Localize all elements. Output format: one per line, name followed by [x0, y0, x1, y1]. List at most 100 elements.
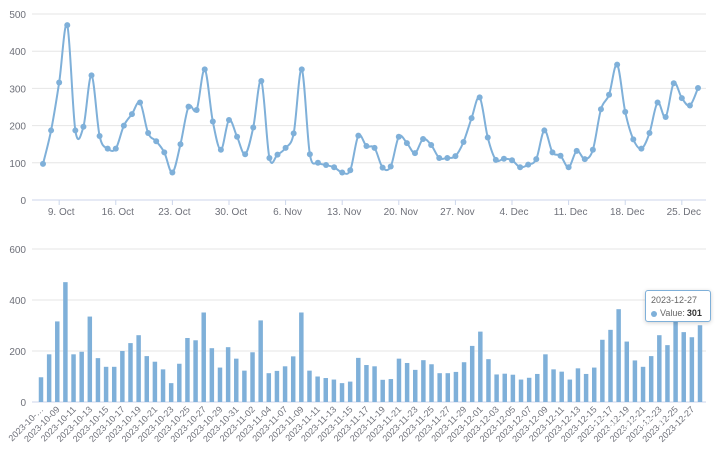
bar — [307, 370, 312, 402]
bar — [591, 367, 597, 402]
bar — [673, 321, 678, 402]
bar — [168, 383, 174, 402]
bar — [242, 370, 247, 402]
bar — [46, 354, 52, 402]
data-point — [460, 138, 467, 145]
data-point — [597, 106, 604, 113]
data-point — [266, 154, 273, 161]
bar — [331, 379, 337, 402]
bar — [71, 354, 76, 402]
tooltip-label: Value: — [660, 308, 685, 318]
x-tick-label: 30. Oct — [215, 207, 247, 218]
bar — [290, 356, 296, 402]
data-point — [646, 130, 653, 137]
data-point — [662, 114, 669, 121]
data-point — [234, 133, 241, 140]
bar — [421, 360, 426, 402]
data-point — [678, 95, 685, 102]
bar — [689, 337, 695, 402]
data-point — [573, 147, 580, 154]
bar — [299, 312, 304, 402]
y-tick-label: 300 — [9, 84, 26, 95]
data-point — [525, 161, 532, 168]
data-point — [420, 135, 427, 142]
bar — [209, 348, 215, 402]
bar — [63, 282, 68, 402]
bar — [665, 345, 670, 402]
bar — [160, 369, 166, 402]
data-point — [436, 154, 443, 161]
bar — [364, 365, 369, 402]
data-point — [282, 144, 289, 151]
data-point — [72, 127, 79, 134]
data-point — [177, 141, 184, 148]
data-point — [290, 130, 297, 137]
data-point — [56, 79, 63, 86]
data-point — [201, 66, 208, 73]
data-point — [64, 22, 71, 29]
x-tick-label: 25. Dec — [667, 207, 701, 218]
bar — [372, 366, 377, 402]
bar — [632, 360, 638, 402]
data-point — [193, 106, 200, 113]
data-point — [153, 138, 160, 145]
bar — [388, 379, 394, 402]
bar — [575, 368, 581, 402]
bar — [624, 341, 630, 402]
data-point — [209, 118, 216, 125]
x-tick-label: 23. Oct — [158, 207, 190, 218]
bar — [445, 373, 451, 402]
data-point — [96, 133, 103, 140]
x-tick-label: 4. Dec — [500, 207, 529, 218]
data-point — [217, 146, 224, 153]
bar — [347, 381, 353, 402]
x-tick-label: 16. Oct — [102, 207, 134, 218]
data-point — [185, 103, 192, 110]
data-point — [371, 144, 378, 151]
bar — [282, 366, 288, 402]
data-point — [670, 80, 677, 87]
bar — [217, 367, 223, 402]
data-point — [112, 145, 119, 152]
bar — [177, 363, 182, 402]
data-point — [363, 143, 370, 150]
bar — [266, 373, 272, 402]
bar — [103, 366, 109, 402]
data-point — [638, 145, 645, 152]
x-tick-label: 6. Nov — [273, 207, 302, 218]
tooltip-value-row: Value: 301 — [651, 308, 705, 318]
data-point — [468, 115, 475, 122]
data-point — [80, 123, 87, 130]
bar — [95, 358, 101, 402]
bar — [79, 351, 84, 402]
bar — [453, 371, 459, 402]
bar — [185, 337, 190, 402]
data-point — [517, 164, 524, 171]
bar — [640, 366, 646, 402]
x-tick-label: 18. Dec — [610, 207, 644, 218]
bar — [494, 374, 499, 402]
bar — [437, 373, 442, 402]
data-point — [379, 164, 386, 171]
data-point — [242, 151, 249, 158]
bar — [315, 376, 320, 402]
bar — [136, 335, 141, 402]
data-point — [250, 124, 257, 131]
data-point — [606, 91, 613, 98]
data-point — [549, 149, 556, 156]
bar — [469, 345, 475, 402]
bar — [681, 332, 686, 402]
bar — [657, 335, 662, 402]
bar — [111, 366, 117, 402]
data-point — [331, 164, 338, 171]
series-line — [42, 23, 699, 175]
bar — [128, 343, 133, 402]
bar — [339, 383, 345, 402]
value-tooltip: 2023-12-27 Value: 301 — [645, 290, 711, 322]
bar — [648, 356, 654, 402]
bar — [38, 377, 44, 402]
bar — [583, 373, 589, 402]
bar — [543, 354, 548, 402]
bar — [608, 329, 613, 402]
